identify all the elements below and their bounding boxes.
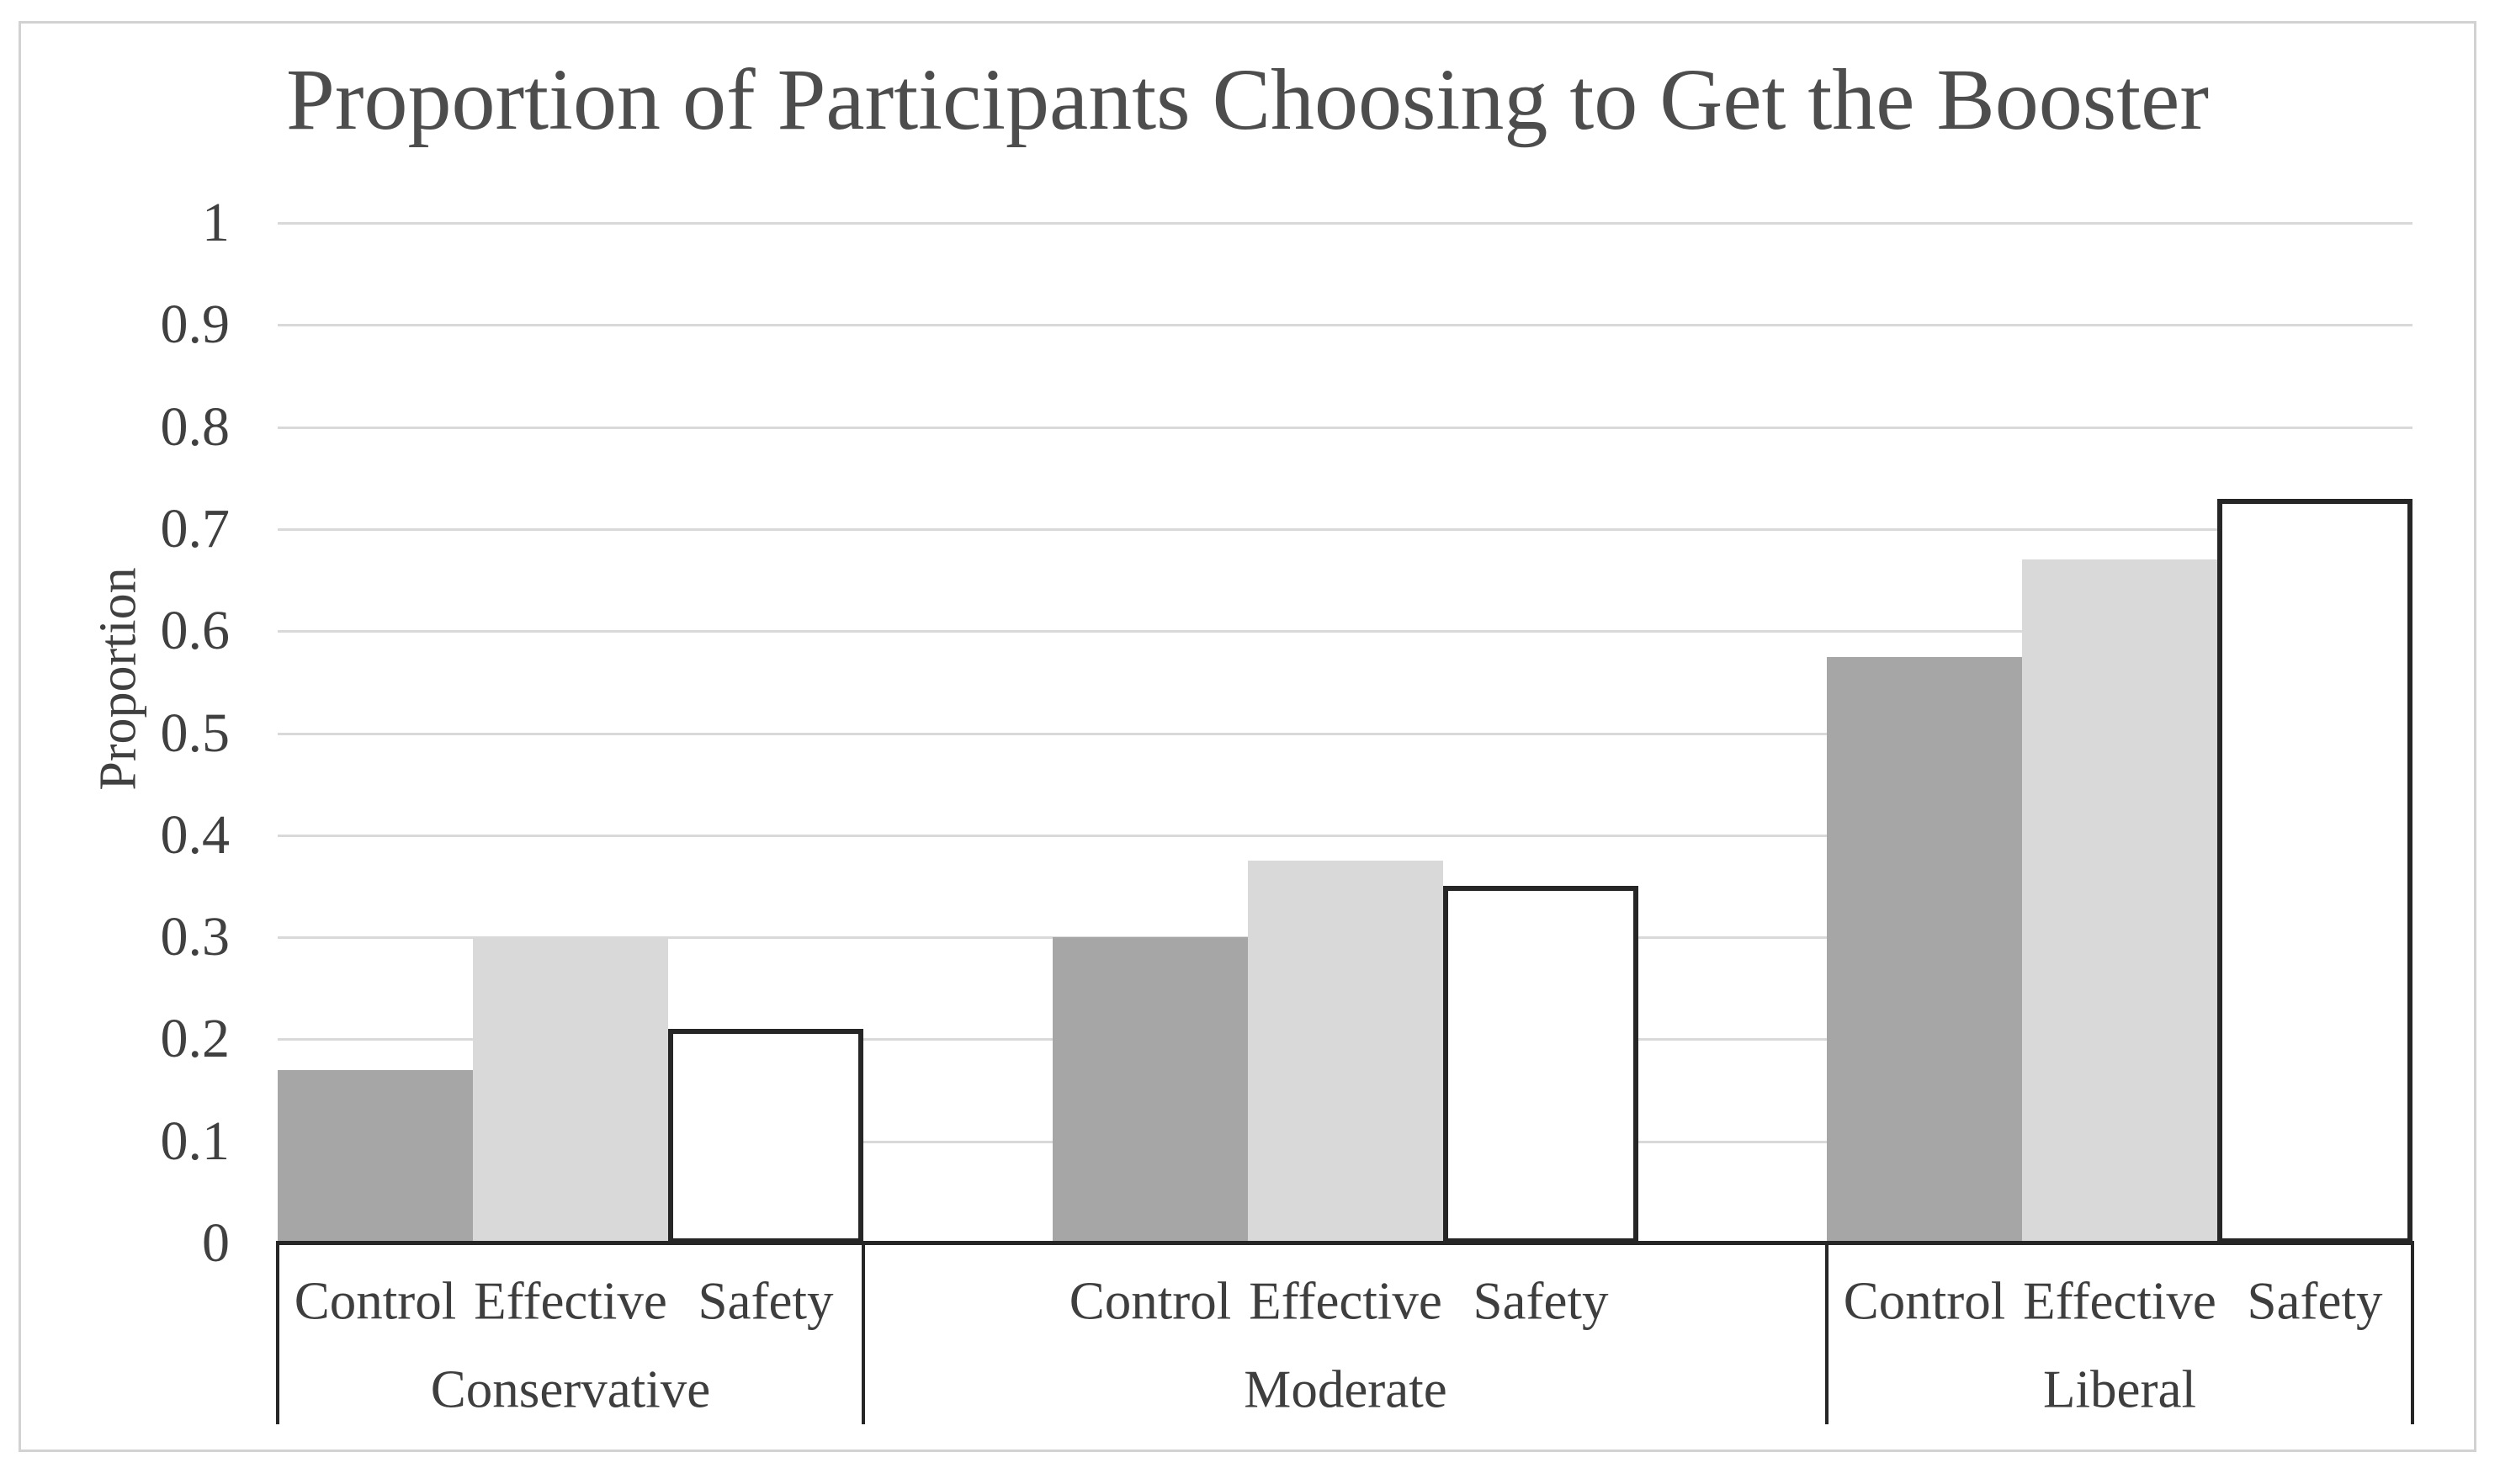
category-divider-0 — [276, 1243, 279, 1424]
y-tick-label-0.2: 0.2 — [160, 1008, 231, 1069]
gridline-0.5 — [278, 733, 2412, 735]
gridline-0.8 — [278, 427, 2412, 429]
y-tick-label-0.7: 0.7 — [160, 498, 231, 559]
x-group-label-conservative: Conservative — [430, 1359, 711, 1419]
gridline-0.7 — [278, 528, 2412, 531]
y-tick-label-0.1: 0.1 — [160, 1110, 231, 1172]
bar-moderate-safety — [1443, 886, 1638, 1243]
y-tick-label-0: 0 — [202, 1212, 230, 1274]
bar-liberal-effective — [2022, 559, 2217, 1243]
bar-liberal-control — [1827, 657, 2022, 1243]
y-tick-label-0.4: 0.4 — [160, 804, 231, 866]
x-label-conservative-control: Control — [294, 1271, 457, 1331]
x-group-label-liberal: Liberal — [2043, 1359, 2196, 1419]
x-label-moderate-effective: Effective — [1249, 1271, 1442, 1331]
x-label-conservative-effective: Effective — [474, 1271, 667, 1331]
gridline-0.6 — [278, 630, 2412, 633]
x-label-liberal-effective: Effective — [2023, 1271, 2216, 1331]
bar-conservative-control — [278, 1070, 473, 1243]
gridline-0.4 — [278, 835, 2412, 837]
bar-conservative-effective — [473, 937, 668, 1243]
x-label-moderate-safety: Safety — [1473, 1271, 1609, 1331]
gridline-0.9 — [278, 324, 2412, 326]
y-tick-label-0.5: 0.5 — [160, 702, 231, 764]
bar-liberal-safety — [2217, 499, 2412, 1243]
y-tick-label-0.8: 0.8 — [160, 396, 231, 458]
y-tick-label-0.6: 0.6 — [160, 600, 231, 661]
chart-title: Proportion of Participants Choosing to G… — [286, 51, 2209, 148]
bar-conservative-safety — [668, 1029, 863, 1243]
category-divider-1 — [862, 1243, 865, 1424]
x-axis-line — [276, 1241, 2414, 1245]
y-tick-label-0.3: 0.3 — [160, 906, 231, 967]
x-label-liberal-safety: Safety — [2247, 1271, 2383, 1331]
bar-moderate-control — [1053, 937, 1248, 1243]
y-tick-label-1: 1 — [202, 192, 230, 253]
y-tick-label-0.9: 0.9 — [160, 294, 231, 355]
gridline-1 — [278, 222, 2412, 225]
x-label-moderate-control: Control — [1069, 1271, 1232, 1331]
x-label-liberal-control: Control — [1843, 1271, 2006, 1331]
bar-moderate-effective — [1248, 861, 1443, 1243]
category-divider-3 — [2411, 1243, 2414, 1424]
category-divider-2 — [1825, 1243, 1829, 1424]
x-group-label-moderate: Moderate — [1244, 1359, 1447, 1419]
x-label-conservative-safety: Safety — [698, 1271, 834, 1331]
